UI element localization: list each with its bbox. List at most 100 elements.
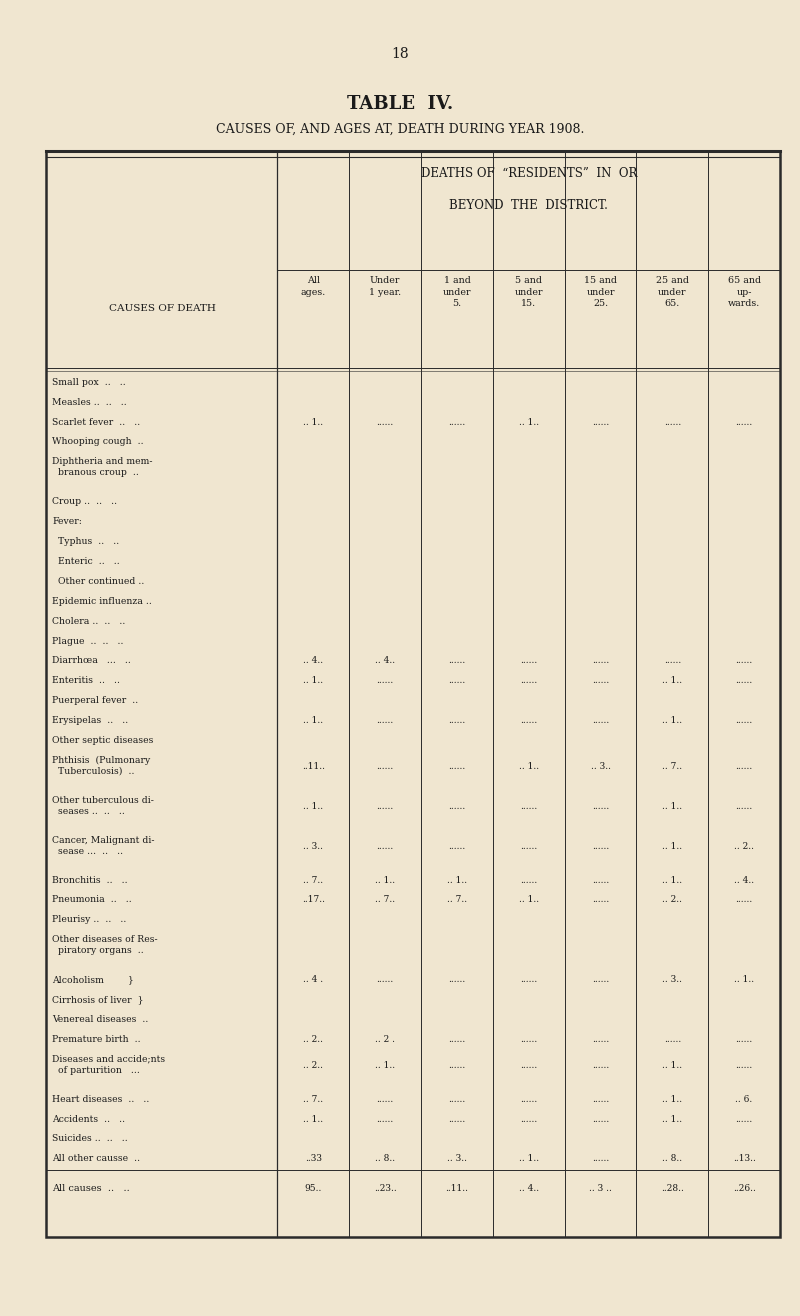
Text: .. 1..: .. 1..	[662, 842, 682, 850]
Text: .. 1..: .. 1..	[303, 801, 323, 811]
Text: .. 1..: .. 1..	[375, 1061, 395, 1070]
Text: .. 8..: .. 8..	[662, 1154, 682, 1163]
Text: Diphtheria and mem-: Diphtheria and mem-	[52, 458, 153, 466]
Text: Erysipelas  ..   ..: Erysipelas .. ..	[52, 716, 128, 725]
Text: 95..: 95..	[305, 1184, 322, 1194]
Text: .. 7..: .. 7..	[303, 875, 323, 884]
Text: .. 4..: .. 4..	[303, 657, 323, 666]
Text: ......: ......	[448, 657, 466, 666]
Text: ......: ......	[377, 842, 394, 850]
Text: ......: ......	[592, 657, 609, 666]
Text: ......: ......	[520, 975, 538, 984]
Text: piratory organs  ..: piratory organs ..	[52, 946, 144, 955]
Text: DEATHS OF  “RESIDENTS”  IN  OR: DEATHS OF “RESIDENTS” IN OR	[421, 167, 637, 180]
Text: ..23..: ..23..	[374, 1184, 397, 1194]
Text: Alcoholism        }: Alcoholism }	[52, 975, 134, 984]
Text: .. 3..: .. 3..	[662, 975, 682, 984]
Text: All causes  ..   ..: All causes .. ..	[52, 1184, 130, 1194]
Text: ......: ......	[448, 1115, 466, 1124]
Text: TABLE  IV.: TABLE IV.	[347, 95, 453, 113]
Text: All other causse  ..: All other causse ..	[52, 1154, 140, 1163]
Text: ......: ......	[592, 1034, 609, 1044]
Text: .. 1..: .. 1..	[662, 716, 682, 725]
Text: .. 1..: .. 1..	[375, 875, 395, 884]
Text: 5 and
under
15.: 5 and under 15.	[514, 276, 543, 308]
Text: ..17..: ..17..	[302, 895, 325, 904]
Text: ......: ......	[520, 842, 538, 850]
Text: .. 7..: .. 7..	[662, 762, 682, 771]
Text: .. 1..: .. 1..	[662, 676, 682, 686]
Text: ......: ......	[592, 417, 609, 426]
Text: ......: ......	[735, 1061, 753, 1070]
Text: ......: ......	[592, 801, 609, 811]
Text: .. 1..: .. 1..	[662, 801, 682, 811]
Text: ......: ......	[448, 762, 466, 771]
Text: Whooping cough  ..: Whooping cough ..	[52, 437, 144, 446]
Text: Pneumonia  ..   ..: Pneumonia .. ..	[52, 895, 132, 904]
Text: ......: ......	[592, 1154, 609, 1163]
Text: ......: ......	[520, 716, 538, 725]
Text: ......: ......	[592, 1095, 609, 1104]
Text: ......: ......	[735, 417, 753, 426]
Text: ......: ......	[448, 1034, 466, 1044]
Text: ..11..: ..11..	[302, 762, 325, 771]
Text: ..33: ..33	[305, 1154, 322, 1163]
Text: Scarlet fever  ..   ..: Scarlet fever .. ..	[52, 417, 140, 426]
Text: ......: ......	[735, 895, 753, 904]
Text: .. 2..: .. 2..	[303, 1061, 323, 1070]
Text: ......: ......	[592, 842, 609, 850]
Text: Cancer, Malignant di-: Cancer, Malignant di-	[52, 836, 154, 845]
Text: .. 1..: .. 1..	[303, 417, 323, 426]
Text: .. 2..: .. 2..	[303, 1034, 323, 1044]
Text: ......: ......	[664, 417, 681, 426]
Text: 18: 18	[391, 47, 409, 62]
Text: ..28..: ..28..	[661, 1184, 684, 1194]
Text: of parturition   ...: of parturition ...	[52, 1066, 140, 1075]
Text: ......: ......	[377, 1115, 394, 1124]
Text: Cirrhosis of liver  }: Cirrhosis of liver }	[52, 995, 144, 1004]
Text: ......: ......	[377, 801, 394, 811]
Text: ......: ......	[377, 975, 394, 984]
Text: ......: ......	[735, 716, 753, 725]
Text: .. 3..: .. 3..	[590, 762, 610, 771]
Text: .. 3 ..: .. 3 ..	[589, 1184, 612, 1194]
Text: .. 7..: .. 7..	[447, 895, 467, 904]
Text: .. 1..: .. 1..	[303, 1115, 323, 1124]
Text: ......: ......	[448, 417, 466, 426]
Text: ......: ......	[735, 1115, 753, 1124]
Text: seases ..  ..   ..: seases .. .. ..	[52, 807, 125, 816]
Text: .. 3..: .. 3..	[447, 1154, 467, 1163]
Text: ......: ......	[377, 762, 394, 771]
Text: Typhus  ..   ..: Typhus .. ..	[52, 537, 119, 546]
Text: ......: ......	[735, 801, 753, 811]
Text: 65 and
up-
wards.: 65 and up- wards.	[727, 276, 761, 308]
Text: .. 1..: .. 1..	[447, 875, 467, 884]
Text: ......: ......	[448, 1095, 466, 1104]
Text: .. 3..: .. 3..	[303, 842, 323, 850]
Text: .. 4 .: .. 4 .	[303, 975, 323, 984]
Text: CAUSES OF, AND AGES AT, DEATH DURING YEAR 1908.: CAUSES OF, AND AGES AT, DEATH DURING YEA…	[216, 122, 584, 136]
Text: 25 and
under
65.: 25 and under 65.	[656, 276, 689, 308]
Text: ......: ......	[520, 657, 538, 666]
Text: ......: ......	[592, 1115, 609, 1124]
Text: .. 7..: .. 7..	[375, 895, 395, 904]
Text: .. 1..: .. 1..	[518, 762, 539, 771]
Text: .. 1..: .. 1..	[303, 716, 323, 725]
Text: ......: ......	[520, 1061, 538, 1070]
Text: ......: ......	[592, 1061, 609, 1070]
Text: ......: ......	[520, 676, 538, 686]
Text: .. 1..: .. 1..	[518, 417, 539, 426]
Text: 15 and
under
25.: 15 and under 25.	[584, 276, 617, 308]
Text: ......: ......	[735, 676, 753, 686]
Text: Venereal diseases  ..: Venereal diseases ..	[52, 1015, 148, 1024]
Text: ......: ......	[735, 657, 753, 666]
Text: Other septic diseases: Other septic diseases	[52, 736, 154, 745]
Text: .. 6.: .. 6.	[735, 1095, 753, 1104]
Text: ......: ......	[664, 1034, 681, 1044]
Text: Under
1 year.: Under 1 year.	[369, 276, 402, 297]
Text: Accidents  ..   ..: Accidents .. ..	[52, 1115, 125, 1124]
Text: ......: ......	[377, 676, 394, 686]
Text: ......: ......	[735, 762, 753, 771]
Text: CAUSES OF DEATH: CAUSES OF DEATH	[109, 304, 215, 313]
Text: ......: ......	[377, 1095, 394, 1104]
